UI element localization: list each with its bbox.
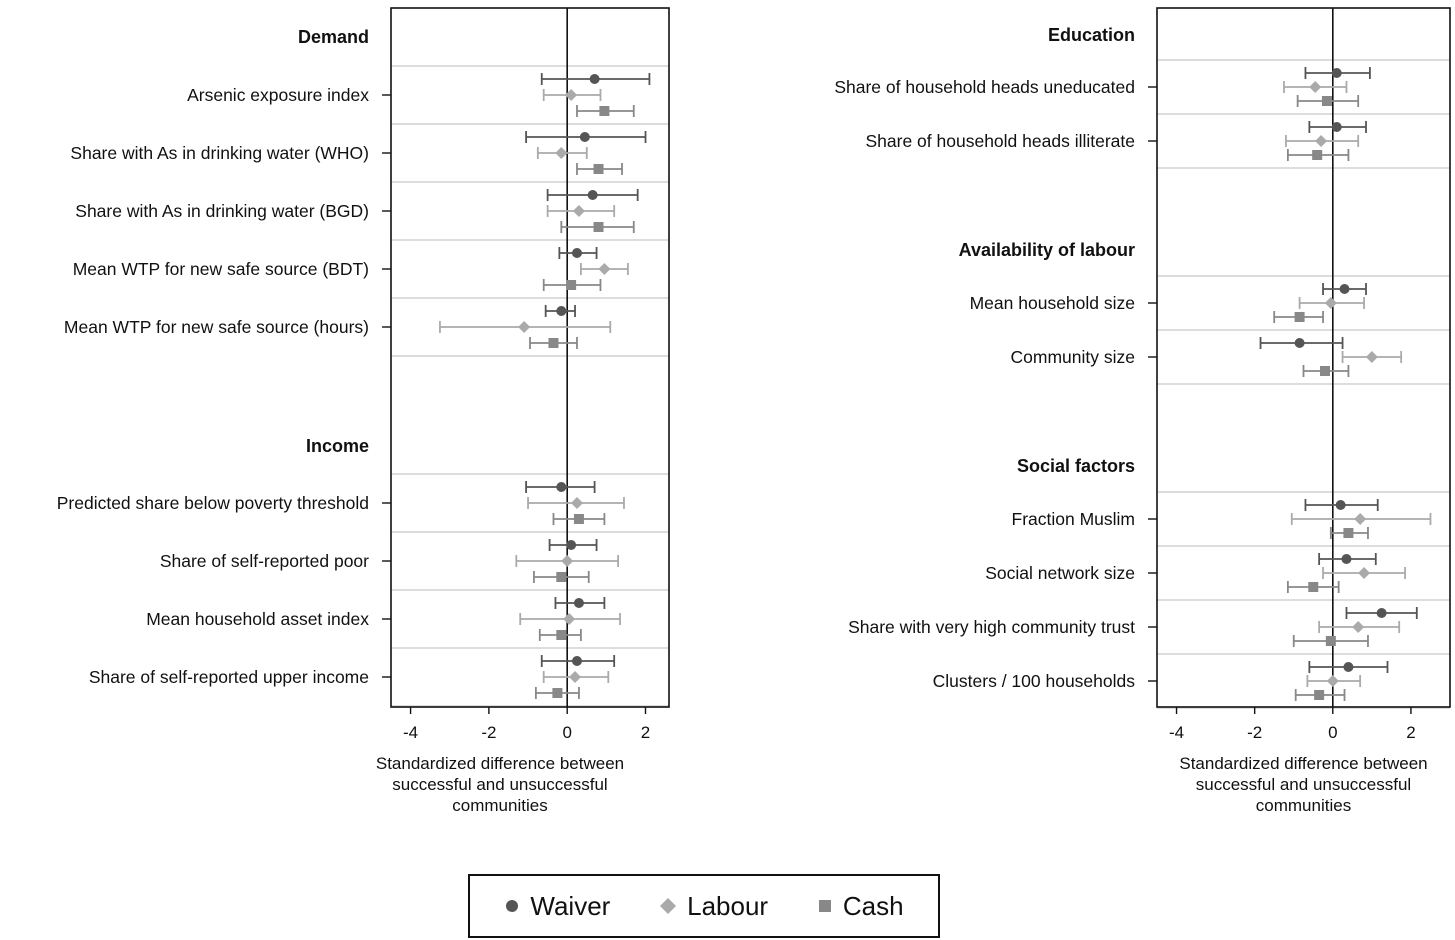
section-title: Social factors [1017, 456, 1135, 476]
point-cash [1325, 636, 1336, 646]
row-label: Mean household size [970, 293, 1135, 313]
point-labour [565, 89, 578, 101]
section-title: Education [1048, 25, 1135, 45]
row-label: Clusters / 100 households [933, 671, 1136, 691]
point-labour [1315, 135, 1328, 147]
point-cash [548, 338, 559, 348]
row-label: Mean household asset index [146, 609, 369, 629]
row-label: Share of self-reported poor [160, 551, 369, 571]
x-tick-label: 0 [562, 723, 571, 742]
legend-label: Cash [842, 890, 904, 921]
row-label: Share with very high community trust [848, 617, 1135, 637]
legend-item-cash: Cash [817, 891, 904, 922]
row-label: Mean WTP for new safe source (BDT) [73, 259, 369, 279]
row-label: Share with As in drinking water (BGD) [75, 201, 369, 221]
point-waiver [566, 540, 577, 550]
row-label: Fraction Muslim [1012, 509, 1136, 529]
panel-1: -4 -2 0 2 Standardized difference between suc… [57, 7, 670, 815]
x-tick-label: -2 [481, 723, 496, 742]
point-cash [1343, 528, 1354, 538]
point-labour [1365, 351, 1378, 363]
x-tick-label: 2 [641, 723, 650, 742]
point-labour [569, 671, 582, 683]
point-labour [1352, 621, 1365, 633]
legend: Waiver Labour Cash [468, 874, 940, 938]
x-tick-label: -2 [1247, 723, 1262, 742]
point-cash [593, 222, 604, 232]
point-cash [556, 630, 567, 640]
x-tick-label: -4 [1169, 723, 1184, 742]
row-label: Arsenic exposure index [187, 85, 369, 105]
point-cash [1314, 690, 1325, 700]
row-label: Share of household heads uneducated [834, 77, 1135, 97]
row-label: Mean WTP for new safe source (hours) [64, 317, 369, 337]
plot-frame [390, 7, 670, 708]
point-cash [552, 688, 563, 698]
point-cash [573, 514, 584, 524]
point-waiver [571, 656, 582, 666]
row-label: Share of household heads illiterate [866, 131, 1136, 151]
x-tick-label: 0 [1328, 723, 1337, 742]
circle-marker-icon [506, 900, 519, 912]
point-cash [593, 164, 604, 174]
point-labour [561, 555, 574, 567]
x-tick-label: -4 [403, 723, 418, 742]
forest-plot: -4 -2 0 2 Standardized difference between suc… [57, 7, 1451, 815]
point-cash [1321, 96, 1332, 106]
point-waiver [579, 132, 590, 142]
plot-frame [1156, 7, 1451, 708]
point-cash [1319, 366, 1330, 376]
point-waiver [556, 306, 567, 316]
point-labour [563, 613, 576, 625]
point-cash [1308, 582, 1319, 592]
point-cash [566, 280, 577, 290]
point-waiver [1339, 284, 1350, 294]
point-waiver [556, 482, 567, 492]
point-labour [1358, 567, 1371, 579]
legend-item-waiver: Waiver [504, 891, 610, 922]
point-waiver [1376, 608, 1387, 618]
point-waiver [1331, 122, 1342, 132]
row-label: Community size [1011, 347, 1135, 367]
section-title: Demand [298, 27, 369, 47]
point-waiver [1341, 554, 1352, 564]
point-waiver [1331, 68, 1342, 78]
x-tick-label: 2 [1406, 723, 1415, 742]
diamond-marker-icon [660, 898, 677, 914]
section-title: Income [306, 436, 369, 456]
x-axis-label: Standardized difference between successfu… [376, 754, 624, 815]
x-axis-label: Standardized difference between successfu… [1179, 754, 1427, 815]
point-labour [598, 263, 611, 275]
point-cash [1294, 312, 1305, 322]
point-labour [1309, 81, 1322, 93]
point-waiver [1335, 500, 1346, 510]
row-label: Share with As in drinking water (WHO) [70, 143, 369, 163]
point-labour [518, 321, 531, 333]
legend-item-labour: Labour [659, 891, 768, 922]
point-waiver [571, 248, 582, 258]
row-label: Social network size [985, 563, 1135, 583]
point-labour [555, 147, 568, 159]
point-cash [1312, 150, 1323, 160]
point-labour [1326, 675, 1339, 687]
row-label: Share of self-reported upper income [89, 667, 369, 687]
point-cash [556, 572, 567, 582]
panel-2: -4 -2 0 2 Standardized difference between suc… [834, 7, 1451, 815]
legend-label: Waiver [530, 890, 611, 921]
point-waiver [1343, 662, 1354, 672]
point-labour [570, 497, 583, 509]
point-waiver [1294, 338, 1305, 348]
point-waiver [573, 598, 584, 608]
row-label: Predicted share below poverty threshold [57, 493, 369, 513]
point-labour [1324, 297, 1337, 309]
point-labour [1354, 513, 1367, 525]
point-waiver [589, 74, 600, 84]
legend-label: Labour [687, 890, 769, 921]
point-labour [572, 205, 585, 217]
point-waiver [587, 190, 598, 200]
point-cash [599, 106, 610, 116]
square-marker-icon [818, 900, 831, 912]
section-title: Availability of labour [959, 240, 1135, 260]
